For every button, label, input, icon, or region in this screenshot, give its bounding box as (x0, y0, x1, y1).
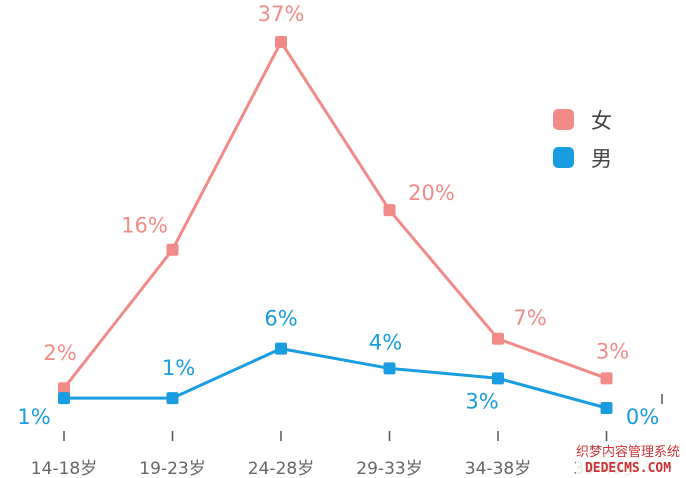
x-tick-label: 34-38岁 (465, 459, 531, 478)
data-point (275, 36, 287, 48)
data-point (492, 372, 504, 385)
legend-label: 女 (591, 109, 612, 133)
watermark-line1: 织梦内容管理系统 (576, 444, 680, 460)
watermark: 织梦内容管理系统 DEDECMS.COM (576, 442, 680, 478)
legend-label: 男 (591, 147, 612, 171)
data-label: 1% (162, 356, 195, 380)
series-layer: 2% 16% 37% 20% 7% 3% 1% 1% 6% 4% 3% 0% (17, 2, 659, 429)
series-male: 1% 1% 6% 4% 3% 0% (17, 307, 659, 429)
series-line (64, 347, 607, 410)
data-point (166, 243, 179, 256)
data-point (600, 372, 613, 385)
data-point (166, 392, 179, 405)
data-label: 0% (626, 405, 659, 429)
legend-swatch (553, 147, 574, 168)
data-label: 4% (369, 330, 402, 354)
data-point (492, 332, 504, 345)
x-tick-label: 14-18岁 (31, 459, 97, 478)
data-label: 2% (43, 341, 76, 365)
watermark-line2: DEDECMS.COM (585, 461, 671, 476)
x-tick-label: 29-33岁 (356, 459, 422, 478)
data-label: 20% (408, 181, 455, 205)
data-label: 7% (513, 306, 546, 330)
data-point (600, 402, 613, 414)
data-point (58, 382, 70, 395)
data-point (275, 342, 287, 355)
x-tick-label: 24-28岁 (248, 459, 314, 478)
legend: 女男 (553, 109, 612, 171)
legend-swatch (553, 109, 574, 130)
series-line (62, 40, 608, 390)
data-point (383, 204, 396, 217)
data-label: 1% (17, 405, 50, 429)
data-label: 6% (264, 307, 297, 331)
x-tick-label: 19-23岁 (139, 459, 205, 478)
series-female: 2% 16% 37% 20% 7% 3% (43, 2, 629, 395)
data-label: 3% (596, 339, 629, 363)
data-label: 16% (121, 214, 168, 238)
data-point (58, 392, 70, 405)
data-label: 3% (465, 389, 498, 413)
watermark-background (576, 442, 680, 478)
data-label: 37% (258, 2, 305, 26)
data-point (383, 362, 396, 375)
